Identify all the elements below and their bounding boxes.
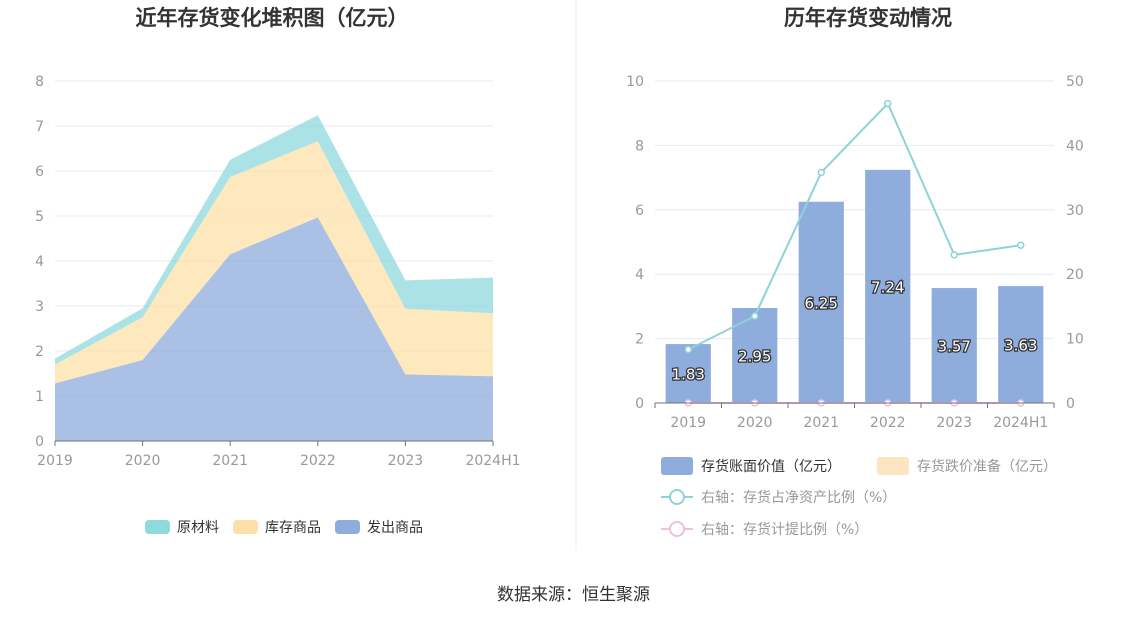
legend-swatch-marker xyxy=(669,489,685,505)
line-point xyxy=(1017,241,1025,249)
legend-label: 存货跌价准备（亿元） xyxy=(917,458,1057,475)
right-y2-tick-label: 50 xyxy=(1066,74,1084,90)
legend-swatch-bar xyxy=(661,457,693,475)
left-legend-swatch xyxy=(335,520,360,534)
bar-line-chart: 历年存货变动情况 1.83 2.95 6.25 7.24 3.57 3.63 0 2 4 6 8 1… xyxy=(626,6,1084,538)
right-x-tick-label: 2022 xyxy=(870,415,906,431)
bar-value-label: 7.24 xyxy=(871,278,904,296)
right-x-tick-label: 2021 xyxy=(803,415,839,431)
area-2 xyxy=(55,141,493,384)
legend-label: 存货账面价值（亿元） xyxy=(701,458,841,475)
right-x-tick-label: 2023 xyxy=(936,415,972,431)
bar-value-label: 3.63 xyxy=(1004,337,1037,355)
right-x-tick-label: 2024H1 xyxy=(993,415,1048,431)
bar-value-label: 6.25 xyxy=(805,294,838,312)
right-y2-tick-label: 0 xyxy=(1066,396,1075,412)
legend-swatch-marker xyxy=(669,521,685,537)
data-source: 数据来源：恒生聚源 xyxy=(497,585,650,605)
bar-2022 xyxy=(865,169,911,403)
legend-label: 右轴：存货计提比例（%） xyxy=(701,521,868,538)
line-point xyxy=(751,312,759,320)
right-y-tick-label: 10 xyxy=(626,74,644,90)
left-areas xyxy=(55,115,493,441)
right-y2-tick-label: 30 xyxy=(1066,203,1084,219)
left-y-tick-label: 0 xyxy=(35,434,44,450)
right-chart-title: 历年存货变动情况 xyxy=(784,6,952,30)
left-x-tick-label: 2023 xyxy=(388,453,424,469)
left-y-tick-label: 1 xyxy=(35,389,44,405)
bar-value-label: 2.95 xyxy=(738,348,771,366)
left-legend-swatch xyxy=(233,520,258,534)
bar-2024H1 xyxy=(998,286,1044,403)
right-x-tick-label: 2020 xyxy=(737,415,773,431)
right-y-tick-label: 6 xyxy=(635,203,644,219)
left-y-tick-label: 8 xyxy=(35,74,44,90)
right-y-tick-label: 4 xyxy=(635,267,644,283)
left-legend-label: 发出商品 xyxy=(367,520,423,536)
legend-swatch-bar xyxy=(877,457,909,475)
line-point xyxy=(950,251,958,259)
left-axis: 0 1 2 3 4 5 6 7 8 2019 2020 2021 2022 2023 2024H1 xyxy=(35,74,520,469)
right-axis: 0 2 4 6 8 10 0 10 20 30 40 50 2019 2020 2021 2022 2023 20… xyxy=(626,74,1084,431)
left-legend-label: 库存商品 xyxy=(265,520,321,536)
right-legend: 存货账面价值（亿元） 存货跌价准备（亿元） 右轴：存货占净资产比例（%） 右轴：存货计… xyxy=(661,457,1057,538)
left-y-tick-label: 7 xyxy=(35,119,44,135)
left-x-tick-label: 2021 xyxy=(212,453,248,469)
right-y2-tick-label: 20 xyxy=(1066,267,1084,283)
left-y-tick-label: 5 xyxy=(35,209,44,225)
bar-2021 xyxy=(798,201,844,403)
left-x-tick-label: 2024H1 xyxy=(465,453,520,469)
line-point xyxy=(884,99,892,108)
line-point xyxy=(684,345,692,354)
right-y2-tick-label: 40 xyxy=(1066,138,1084,154)
left-y-tick-label: 4 xyxy=(35,254,44,270)
left-legend-label: 原材料 xyxy=(177,520,219,536)
left-legend-swatch xyxy=(145,520,170,534)
stacked-area-chart: 近年存货变化堆积图（亿元） 0 1 2 3 4 5 6 7 8 2019 2020 2021 2022 2… xyxy=(35,6,520,536)
area-3 xyxy=(55,115,493,365)
line-point xyxy=(817,168,825,177)
right-y-tick-label: 2 xyxy=(635,332,644,348)
legend-label: 右轴：存货占净资产比例（%） xyxy=(701,489,896,506)
left-chart-title: 近年存货变化堆积图（亿元） xyxy=(136,6,409,30)
bar-2023 xyxy=(931,288,977,403)
right-gridlines xyxy=(655,80,1054,340)
left-y-tick-label: 3 xyxy=(35,299,44,315)
right-y2-tick-label: 10 xyxy=(1066,332,1084,348)
left-x-tick-label: 2022 xyxy=(300,453,336,469)
left-legend: 原材料 库存商品 发出商品 xyxy=(145,520,423,536)
left-y-tick-label: 6 xyxy=(35,164,44,180)
bar-2019 xyxy=(665,344,711,403)
left-x-tick-label: 2020 xyxy=(125,453,161,469)
bar-value-label: 3.57 xyxy=(938,338,971,356)
bar-value-label: 1.83 xyxy=(672,366,705,384)
area-1 xyxy=(55,217,493,441)
right-x-tick-label: 2019 xyxy=(670,415,706,431)
right-bars: 1.83 2.95 6.25 7.24 3.57 3.63 xyxy=(665,169,1044,403)
left-y-tick-label: 2 xyxy=(35,344,44,360)
right-y-tick-label: 8 xyxy=(635,138,644,154)
right-y-tick-label: 0 xyxy=(635,396,644,412)
line-series xyxy=(687,101,1021,351)
left-x-tick-label: 2019 xyxy=(37,453,73,469)
